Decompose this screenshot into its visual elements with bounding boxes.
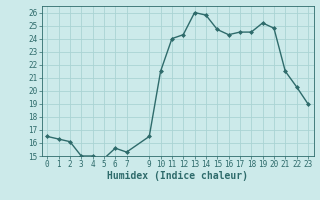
X-axis label: Humidex (Indice chaleur): Humidex (Indice chaleur)	[107, 171, 248, 181]
